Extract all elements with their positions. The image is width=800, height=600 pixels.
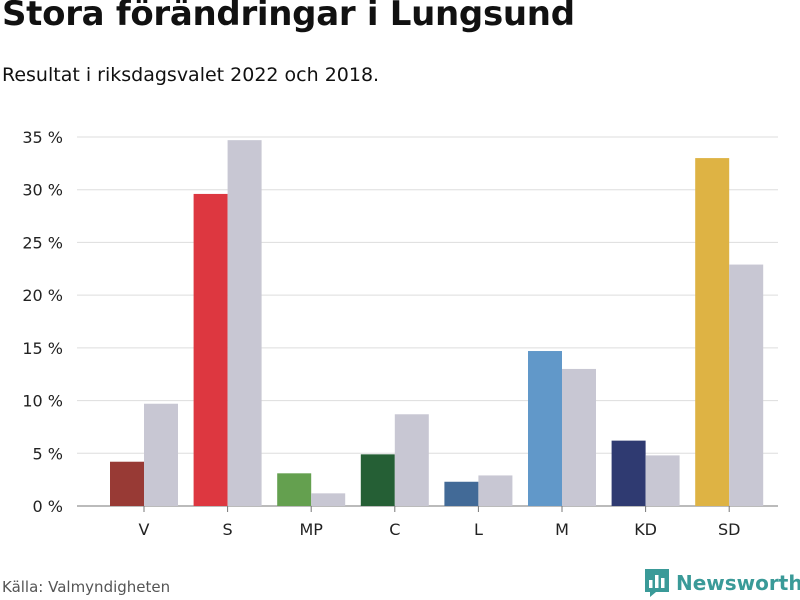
y-tick-label: 10 %	[22, 392, 63, 411]
brand-name: Newsworthy	[676, 571, 800, 595]
chart-title: Stora förändringar i Lungsund	[2, 0, 575, 34]
y-tick-label: 0 %	[33, 497, 63, 516]
x-tick-label: S	[223, 520, 233, 539]
bar-chart-logo-icon	[645, 569, 669, 597]
bar-2018	[562, 368, 596, 506]
y-tick-label: 35 %	[22, 128, 63, 147]
y-tick-label: 5 %	[33, 444, 63, 463]
x-tick-label: KD	[634, 520, 657, 539]
x-tick-label: L	[474, 520, 483, 539]
bar-2022	[444, 481, 479, 506]
x-tick-label: C	[389, 520, 400, 539]
bar-2022	[277, 473, 312, 506]
bar-2018	[144, 403, 178, 506]
bar-2022	[110, 461, 144, 506]
bar-2022	[193, 193, 228, 506]
bar-chart: 0 % 5 % 10 % 15 % 20 % 25 % 30 % 35 % V S MP C L M KD S…	[22, 128, 778, 539]
bar-2018	[311, 493, 346, 506]
bar-2018	[394, 414, 429, 506]
brand-logo: Newsworthy	[644, 568, 800, 598]
bar-2018	[645, 455, 680, 506]
bar-2018	[729, 264, 764, 506]
x-tick-label: M	[555, 520, 569, 539]
bar-2022	[528, 351, 562, 506]
bar-2022	[360, 454, 395, 506]
y-tick-label: 30 %	[22, 181, 63, 200]
chart-subtitle: Resultat i riksdagsvalet 2022 och 2018.	[2, 64, 380, 86]
bar-2022	[695, 158, 730, 507]
source-note: Källa: Valmyndigheten	[2, 578, 171, 596]
y-tick-label: 15 %	[22, 339, 63, 358]
y-tick-label: 25 %	[22, 233, 63, 252]
x-tick-label: MP	[299, 520, 323, 539]
bar-2018	[227, 140, 262, 507]
x-tick-label: SD	[718, 520, 740, 539]
bar-2022	[611, 440, 646, 506]
bar-2018	[478, 475, 513, 506]
x-tick-label: V	[139, 520, 150, 539]
y-tick-label: 20 %	[22, 286, 63, 305]
